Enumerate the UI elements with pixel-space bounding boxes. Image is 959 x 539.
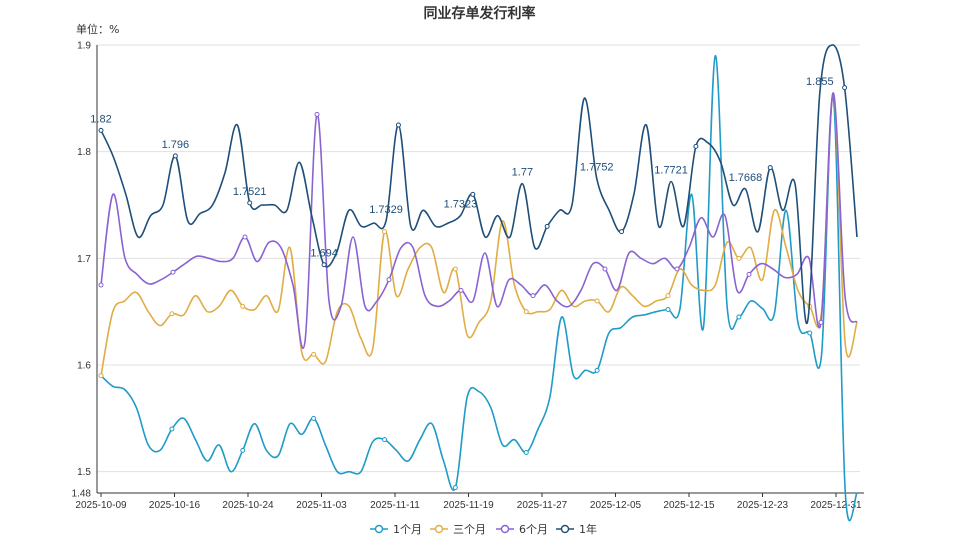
unit-label: 单位：% [76, 23, 120, 36]
series-point-1 [452, 266, 458, 272]
legend-swatch-icon [560, 524, 570, 534]
x-tick-label: 2025-11-03 [296, 500, 347, 511]
series-point-0 [523, 449, 529, 455]
y-tick-label: 1.9 [77, 41, 91, 52]
series-point-0 [311, 415, 317, 421]
x-tick-label: 2025-12-05 [590, 500, 642, 511]
series-point-3 [395, 122, 401, 128]
x-tick-label: 2025-10-16 [149, 500, 201, 511]
y-tick-label: 1.48 [72, 489, 92, 500]
series-point-1 [594, 298, 600, 304]
x-tick-label: 2025-11-11 [370, 500, 420, 511]
chart-title: 同业存单发行利率 [423, 6, 536, 22]
data-label: 1.77 [512, 167, 533, 179]
series-point-3 [321, 262, 327, 268]
series-point-2 [314, 111, 320, 117]
series-point-2 [674, 266, 680, 272]
series-line-0 [100, 54, 858, 522]
series-point-2 [458, 287, 464, 293]
series-point-0 [665, 307, 671, 313]
series-point-0 [594, 367, 600, 373]
series-point-0 [452, 485, 458, 491]
series-point-1 [382, 229, 387, 235]
series-point-3 [544, 223, 550, 229]
series-point-1 [169, 311, 175, 317]
legend-swatch-icon [374, 524, 384, 534]
series-point-2 [602, 266, 608, 272]
series-point-1 [523, 309, 529, 315]
series-point-0 [169, 426, 175, 432]
legend-label: 1个月 [393, 523, 422, 536]
series-point-1 [98, 373, 104, 379]
series-point-3 [172, 153, 178, 159]
series-point-0 [382, 437, 387, 443]
series-point-2 [746, 271, 752, 277]
data-label: 1.7668 [729, 172, 763, 184]
series-point-2 [170, 269, 176, 275]
data-label: 1.7329 [369, 204, 403, 216]
x-tick-label: 2025-11-19 [443, 500, 494, 511]
series-point-0 [736, 314, 742, 320]
series-point-1 [240, 303, 246, 309]
x-tick-label: 2025-12-23 [737, 500, 789, 511]
x-tick-label: 2025-11-27 [517, 500, 568, 511]
legend-swatch-icon [434, 524, 444, 534]
legend-label: 三个月 [453, 523, 486, 536]
y-tick-label: 1.5 [77, 467, 91, 478]
legend-label: 6个月 [519, 523, 548, 536]
series-point-3 [693, 143, 699, 149]
x-tick-label: 2025-10-09 [75, 500, 127, 511]
x-tick-label: 2025-12-15 [663, 500, 715, 511]
series-point-3 [247, 200, 253, 206]
series-point-2 [242, 234, 248, 240]
series-line-2 [100, 92, 858, 350]
legend-swatch-icon [500, 524, 510, 534]
series-point-3 [98, 127, 104, 133]
data-label: 1.7323 [444, 199, 478, 211]
series-point-1 [736, 255, 742, 261]
series-point-3 [767, 165, 773, 171]
series-point-0 [807, 330, 813, 336]
series-line-3 [100, 44, 858, 325]
data-label: 1.82 [90, 113, 111, 125]
series-point-2 [818, 319, 824, 325]
series-point-2 [98, 282, 104, 288]
y-tick-label: 1.7 [77, 254, 91, 265]
series-point-3 [842, 85, 848, 91]
series-point-1 [311, 351, 317, 357]
x-tick-label: 2025-10-24 [222, 500, 274, 511]
y-tick-label: 1.6 [77, 361, 91, 372]
series-line-1 [100, 92, 858, 376]
x-tick-label: 2025-12-31 [810, 500, 862, 511]
series-point-3 [619, 229, 625, 235]
series-point-0 [240, 447, 246, 453]
y-tick-label: 1.8 [77, 147, 91, 158]
data-label: 1.7752 [580, 161, 614, 173]
series-point-3 [470, 191, 476, 197]
series-point-2 [386, 277, 392, 283]
legend-label: 1年 [579, 522, 597, 536]
data-label: 1.694 [310, 248, 338, 260]
series-point-1 [665, 293, 671, 299]
series-point-2 [530, 293, 536, 299]
data-label: 1.7521 [233, 186, 267, 198]
data-label: 1.855 [806, 76, 834, 88]
data-label: 1.796 [162, 139, 190, 151]
data-label: 1.7721 [654, 165, 688, 177]
